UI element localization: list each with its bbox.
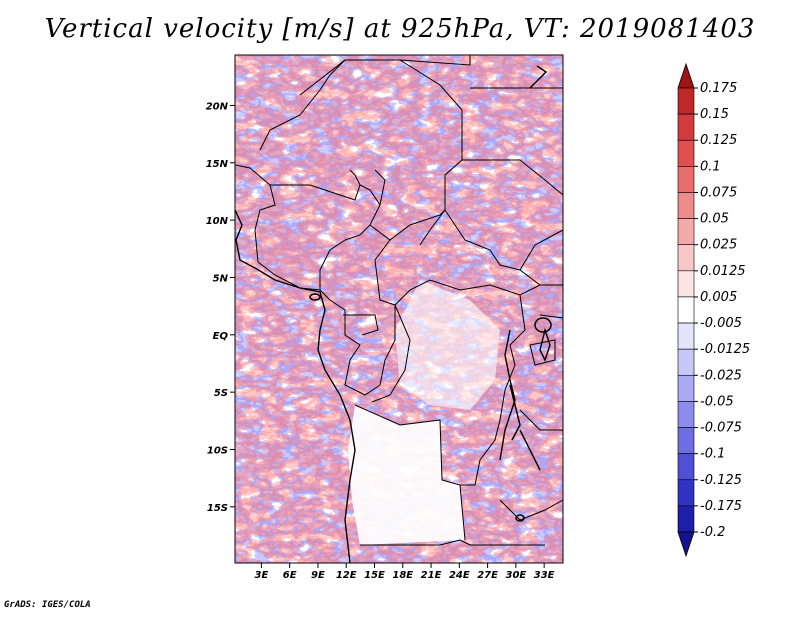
colorbar-label: -0.125 — [700, 473, 742, 488]
lon-tick-label: 27E — [477, 570, 498, 581]
lon-tick-label: 12E — [336, 570, 357, 581]
lakes — [309, 65, 552, 522]
colorbar-cap-top — [677, 62, 695, 89]
colorbar-label: -0.0125 — [700, 342, 750, 357]
lon-tick-label: 3E — [254, 570, 268, 581]
colorbar-segment — [677, 270, 695, 298]
colorbar-label: 0.1 — [700, 159, 721, 174]
lat-tick-label: 10N — [206, 216, 229, 227]
colorbar-label: 0.15 — [700, 107, 729, 122]
colorbar-segment — [677, 166, 695, 193]
map-frame — [234, 54, 564, 564]
colorbar-label: 0.05 — [700, 212, 729, 227]
colorbar-label: -0.05 — [700, 394, 734, 409]
colorbar-segment — [677, 505, 695, 533]
lat-tick-label: 15N — [206, 159, 229, 170]
colorbar-segment — [677, 192, 695, 219]
lat-tick-label: 15S — [207, 503, 228, 514]
lon-tick-label: 6E — [283, 570, 297, 581]
lat-tick-label: 20N — [206, 101, 229, 112]
colorbar-segment — [677, 348, 695, 376]
colorbar-label: 0.175 — [700, 81, 737, 96]
colorbar-segment — [677, 87, 695, 115]
colorbar-label: -0.025 — [700, 368, 742, 383]
colorbar-segment — [677, 218, 695, 246]
coastline — [234, 209, 551, 564]
lon-tick-label: 24E — [449, 570, 470, 581]
lat-tick-label: 5N — [213, 273, 229, 284]
country-borders — [234, 55, 564, 546]
latitude-axis: 20N 15N 10N 5N EQ 5S 10S 15S — [206, 101, 235, 514]
lon-tick-label: 30E — [505, 570, 526, 581]
colorbar-label: 0.0125 — [700, 264, 746, 279]
colorbar-label: -0.2 — [700, 525, 725, 540]
colorbar-label: -0.075 — [700, 421, 742, 436]
colorbar-segment — [677, 374, 695, 402]
colorbar: 0.175 0.15 0.125 0.1 0.075 0.05 0.025 0.0125 0.0… — [677, 62, 750, 558]
colorbar-segment — [677, 427, 695, 454]
colorbar-segment — [677, 296, 695, 324]
colorbar-label: 0.125 — [700, 133, 737, 148]
colorbar-label: 0.025 — [700, 238, 737, 253]
colorbar-label: -0.005 — [700, 316, 742, 331]
colorbar-segment — [677, 139, 695, 167]
colorbar-label: 0.075 — [700, 185, 737, 200]
lat-tick-label: EQ — [213, 331, 229, 342]
velocity-field — [235, 55, 563, 563]
lon-tick-label: 15E — [364, 570, 385, 581]
lon-tick-label: 21E — [421, 570, 442, 581]
colorbar-cap-bottom — [677, 531, 695, 558]
colorbar-segment — [677, 244, 695, 272]
colorbar-label: 0.005 — [700, 290, 737, 305]
longitude-axis: 3E 6E 9E 12E 15E 18E 21E 24E 27E 30E 33E — [254, 563, 555, 581]
lon-tick-label: 18E — [392, 570, 413, 581]
lat-tick-label: 5S — [214, 388, 228, 399]
map-title: Vertical velocity [m/s] at 925hPa, VT: 2… — [44, 14, 756, 44]
colorbar-segment — [677, 401, 695, 428]
colorbar-segment — [677, 322, 695, 350]
colorbar-label: -0.175 — [700, 499, 742, 514]
lon-tick-label: 9E — [311, 570, 325, 581]
lat-tick-label: 10S — [207, 445, 228, 456]
lon-tick-label: 33E — [534, 570, 555, 581]
colorbar-segment — [677, 453, 695, 481]
footer-credit: GrADS: IGES/COLA — [4, 600, 91, 610]
colorbar-segment — [677, 113, 695, 141]
colorbar-label: -0.1 — [700, 447, 725, 462]
colorbar-segment — [677, 479, 695, 507]
